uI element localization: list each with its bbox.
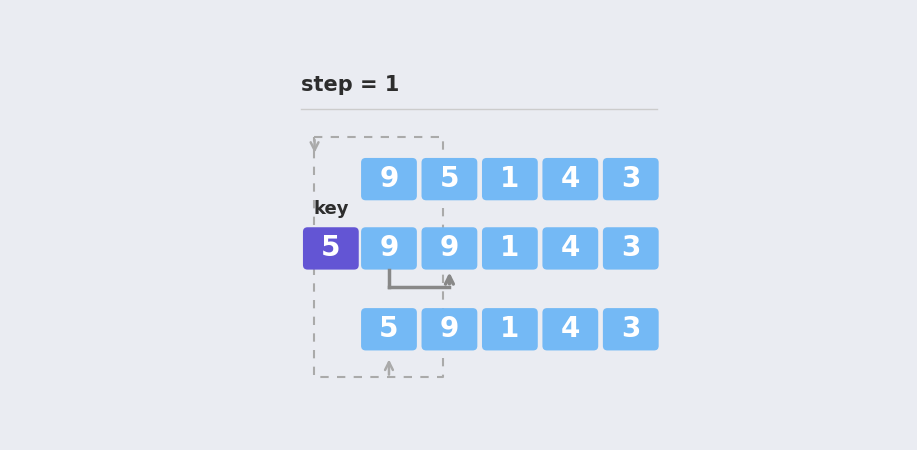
Text: 5: 5 [321,234,340,262]
Text: key: key [313,200,348,218]
Text: 5: 5 [380,315,399,343]
FancyBboxPatch shape [602,227,658,270]
Text: 4: 4 [560,234,580,262]
Text: 9: 9 [440,234,459,262]
FancyBboxPatch shape [543,308,598,351]
Text: 4: 4 [560,165,580,193]
FancyBboxPatch shape [543,158,598,200]
FancyBboxPatch shape [361,308,417,351]
FancyBboxPatch shape [303,227,359,270]
Text: 3: 3 [621,315,640,343]
FancyBboxPatch shape [602,308,658,351]
Text: 3: 3 [621,234,640,262]
FancyBboxPatch shape [482,227,537,270]
Text: 4: 4 [560,315,580,343]
FancyBboxPatch shape [602,158,658,200]
FancyBboxPatch shape [361,227,417,270]
Text: 1: 1 [501,234,520,262]
Text: 9: 9 [440,315,459,343]
Text: step = 1: step = 1 [301,75,399,95]
Text: 1: 1 [501,165,520,193]
FancyBboxPatch shape [422,158,478,200]
Text: 9: 9 [380,165,399,193]
Text: 9: 9 [380,234,399,262]
FancyBboxPatch shape [543,227,598,270]
Text: 3: 3 [621,165,640,193]
FancyBboxPatch shape [482,158,537,200]
Text: 1: 1 [501,315,520,343]
FancyBboxPatch shape [361,158,417,200]
Text: 5: 5 [439,165,459,193]
FancyBboxPatch shape [422,308,478,351]
FancyBboxPatch shape [482,308,537,351]
FancyBboxPatch shape [422,227,478,270]
